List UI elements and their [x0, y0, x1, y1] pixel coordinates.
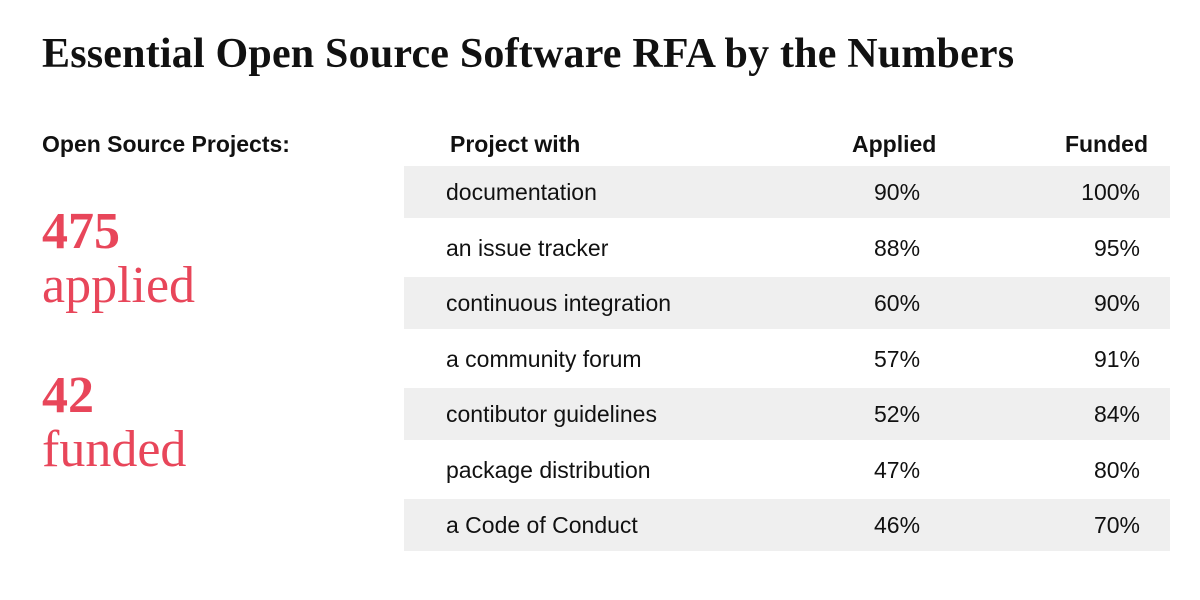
- cell-applied: 57%: [874, 345, 921, 372]
- applied-word: applied: [42, 257, 196, 314]
- summary-label: Open Source Projects:: [42, 131, 290, 157]
- funded-count: 42: [42, 367, 94, 424]
- table-row: documentation 90% 100%: [404, 166, 1170, 218]
- table-row: contibutor guidelines 52% 84%: [404, 388, 1170, 440]
- cell-project: package distribution: [446, 456, 651, 483]
- cell-funded: 84%: [1093, 401, 1140, 427]
- cell-applied: 88%: [874, 234, 921, 261]
- column-header-project: Project with: [450, 131, 581, 157]
- stats-table: Project with Applied Funded documentatio…: [404, 126, 1170, 555]
- funded-stat: 42 funded: [42, 370, 186, 478]
- cell-funded: 100%: [1081, 179, 1140, 205]
- cell-applied: 52%: [874, 401, 921, 427]
- cell-applied: 46%: [874, 512, 921, 538]
- cell-project: documentation: [446, 179, 597, 205]
- table-body: documentation 90% 100% an issue tracker 88% 9…: [404, 166, 1170, 551]
- table-row: a community forum 57% 91%: [404, 333, 1170, 385]
- summary-panel: Open Source Projects: 475 applied 42 fun…: [42, 126, 372, 478]
- column-header-funded: Funded: [1064, 131, 1148, 157]
- column-header-applied: Applied: [852, 131, 937, 157]
- table-row: continuous integration 60% 90%: [404, 277, 1170, 329]
- cell-project: contibutor guidelines: [446, 401, 657, 427]
- cell-funded: 95%: [1093, 234, 1140, 261]
- applied-stat: 475 applied: [42, 206, 195, 314]
- cell-funded: 70%: [1093, 512, 1140, 538]
- cell-applied: 90%: [874, 179, 921, 205]
- table-row: a Code of Conduct 46% 70%: [404, 499, 1170, 551]
- cell-project: continuous integration: [446, 290, 672, 316]
- cell-applied: 47%: [874, 456, 921, 483]
- funded-word: funded: [42, 421, 187, 478]
- applied-count: 475: [42, 203, 120, 260]
- cell-applied: 60%: [874, 290, 921, 316]
- table-row: package distribution 47% 80%: [404, 444, 1170, 496]
- cell-project: an issue tracker: [446, 234, 609, 261]
- cell-project: a Code of Conduct: [446, 512, 638, 538]
- cell-funded: 90%: [1093, 290, 1140, 316]
- page-title: Essential Open Source Software RFA by th…: [42, 31, 1015, 77]
- table-row: an issue tracker 88% 95%: [404, 222, 1170, 274]
- cell-project: a community forum: [446, 345, 642, 372]
- cell-funded: 80%: [1093, 456, 1140, 483]
- cell-funded: 91%: [1093, 345, 1140, 372]
- table-header: Project with Applied Funded: [404, 126, 1170, 166]
